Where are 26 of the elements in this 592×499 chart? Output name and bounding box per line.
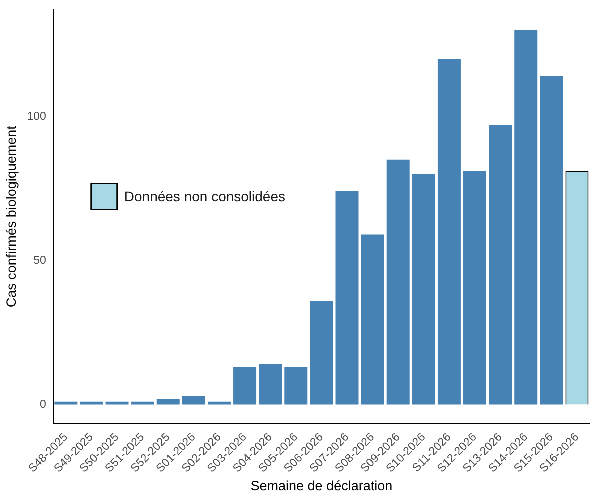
bar: [208, 402, 231, 405]
bar: [412, 174, 436, 405]
y-tick-label: 0: [40, 398, 46, 411]
bar: [310, 301, 334, 405]
bar: [336, 192, 359, 405]
bar: [540, 76, 564, 405]
y-tick-label: 100: [27, 110, 46, 123]
bar: [54, 402, 78, 405]
bar: [106, 402, 129, 405]
bar: [182, 396, 206, 405]
x-axis-title: Semaine de déclaration: [250, 478, 393, 494]
bar: [464, 171, 487, 405]
legend-label: Données non consolidées: [124, 188, 286, 205]
y-axis-title: Cas confirmés biologiquement: [4, 126, 19, 308]
bar: [284, 367, 308, 405]
bar: [259, 364, 282, 405]
bar: [438, 58, 461, 405]
bar: [514, 30, 538, 405]
bar: [361, 234, 384, 405]
bar: [234, 367, 257, 405]
bar: [131, 402, 154, 405]
y-tick-label: 50: [34, 254, 46, 267]
bar: [156, 398, 180, 405]
bar: [80, 402, 104, 405]
bar: [489, 125, 512, 405]
bar: [386, 160, 410, 405]
